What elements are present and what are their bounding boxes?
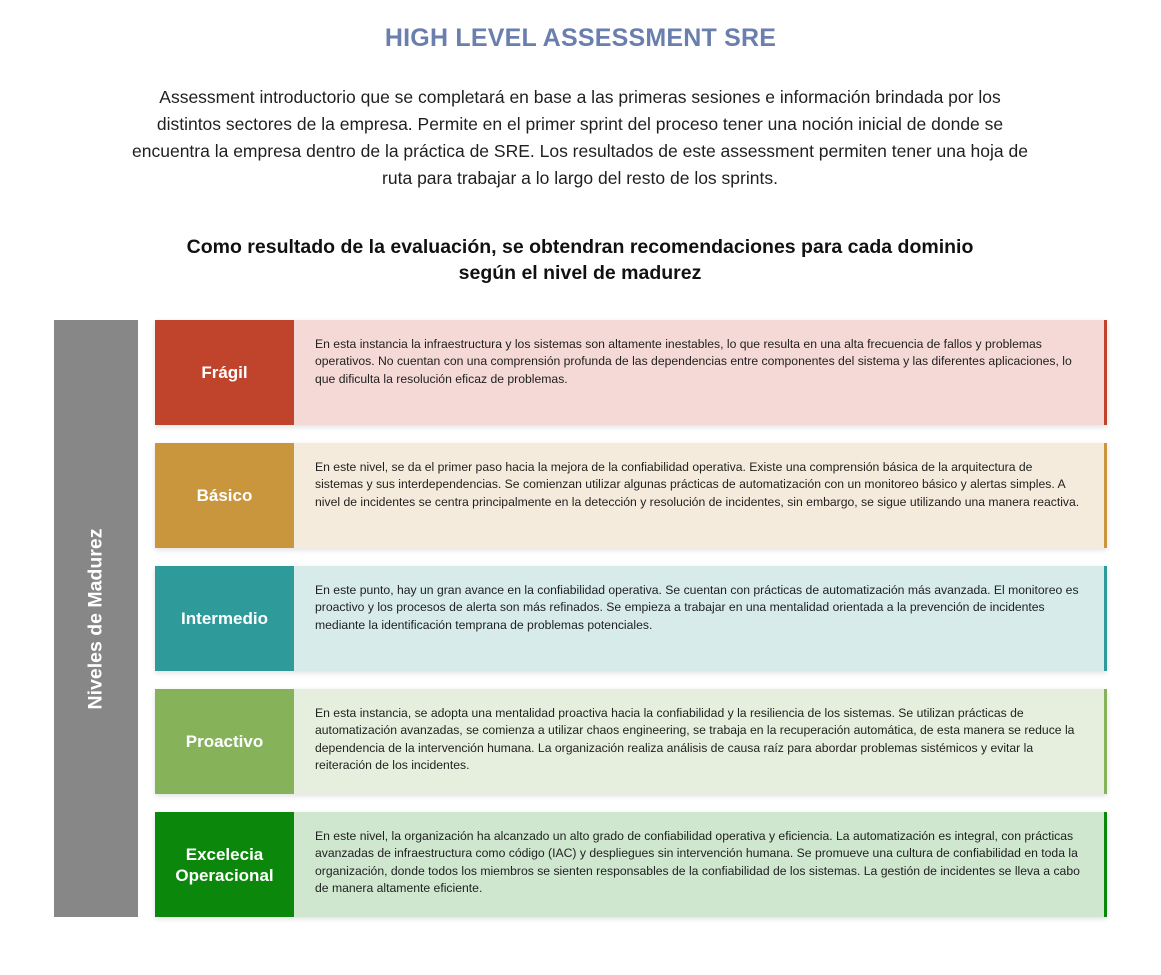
level-name: Básico (155, 443, 294, 548)
level-row-proactivo: Proactivo En esta instancia, se adopta u… (155, 689, 1107, 794)
level-edge-accent (1104, 443, 1107, 548)
level-description: En esta instancia, se adopta una mentali… (315, 706, 1075, 772)
section-subtitle: Como resultado de la evaluación, se obte… (186, 236, 974, 284)
level-row-basico: Básico En este nivel, se da el primer pa… (155, 443, 1107, 548)
level-row-fragil: Frágil En esta instancia la infraestruct… (155, 320, 1107, 425)
level-description: En este nivel, se da el primer paso haci… (315, 460, 1080, 509)
level-edge-accent (1104, 689, 1107, 794)
level-row-excelencia: Excelecia Operacional En este nivel, la … (155, 812, 1107, 917)
level-description: En esta instancia la infraestructura y l… (315, 337, 1072, 386)
intro-paragraph: Assessment introductorio que se completa… (132, 87, 1028, 188)
level-name: Excelecia Operacional (155, 812, 294, 917)
level-name: Proactivo (155, 689, 294, 794)
level-name: Frágil (155, 320, 294, 425)
level-edge-accent (1104, 320, 1107, 425)
maturity-levels-sidebar: Niveles de Madurez (54, 320, 138, 917)
level-edge-accent (1104, 566, 1107, 671)
page-title: HIGH LEVEL ASSESSMENT SRE (384, 24, 777, 52)
level-description: En este nivel, la organización ha alcanz… (315, 829, 1080, 895)
level-edge-accent (1104, 812, 1107, 917)
maturity-levels-label: Niveles de Madurez (84, 528, 107, 709)
level-row-intermedio: Intermedio En este punto, hay un gran av… (155, 566, 1107, 671)
level-name: Intermedio (155, 566, 294, 671)
level-description: En este punto, hay un gran avance en la … (315, 583, 1079, 632)
